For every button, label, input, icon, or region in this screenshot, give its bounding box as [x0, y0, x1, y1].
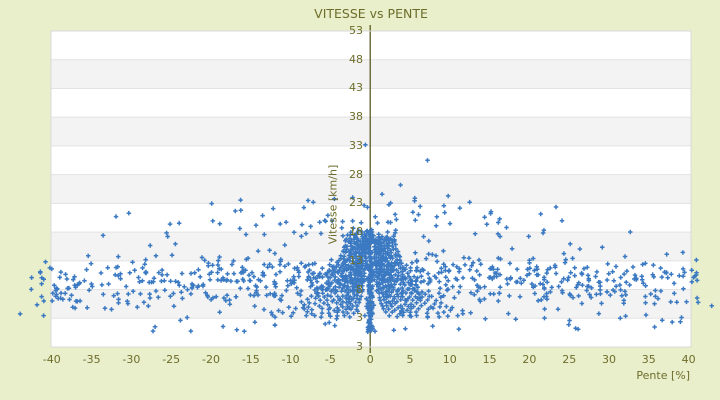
x-tick-label: -40: [42, 353, 61, 366]
y-tick-label: 48: [349, 52, 363, 66]
x-tick-label: -10: [281, 353, 300, 366]
x-tick-label: -15: [241, 353, 260, 366]
grid-band: [51, 59, 691, 89]
y-tick-label: 38: [349, 110, 363, 124]
x-tick-label: -35: [82, 353, 101, 366]
y-tick-label: 13: [349, 253, 363, 267]
x-tick-label: 15: [482, 353, 497, 366]
grid-band: [51, 174, 691, 204]
y-tick-label: 33: [349, 138, 363, 152]
y-tick-label: 23: [349, 196, 363, 210]
grid-band: [51, 31, 691, 60]
scatter-points: [17, 142, 714, 335]
grid-band: [51, 88, 691, 118]
x-tick-label: -20: [202, 353, 220, 366]
x-tick-label: 40: [681, 353, 696, 366]
y-tick-label: 3: [356, 340, 363, 353]
x-tick-label: 25: [562, 353, 577, 366]
plot-frame: [50, 30, 692, 348]
x-axis-title: Pente [%]: [636, 369, 690, 382]
grid-band: [51, 145, 691, 175]
y-tick-label: 53: [349, 24, 363, 37]
x-tick-label: -5: [324, 353, 336, 366]
y-tick-label: 3: [356, 311, 363, 325]
x-tick-label: -30: [122, 353, 141, 366]
y-tick-label: 28: [349, 167, 363, 181]
x-tick-label: 35: [641, 353, 656, 366]
x-tick-label: 0: [366, 353, 374, 366]
grid-band: [51, 117, 691, 146]
x-tick-label: 5: [406, 353, 414, 366]
chart-title: VITESSE vs PENTE: [314, 6, 428, 21]
y-tick-label: 8: [356, 282, 363, 296]
y-tick-label: 43: [349, 81, 363, 95]
x-tick-label: 10: [442, 353, 457, 366]
x-tick-label: 30: [602, 353, 616, 366]
x-tick-label: -25: [162, 353, 181, 366]
grid-band: [51, 203, 691, 233]
x-tick-label: 20: [522, 353, 537, 366]
y-axis-title: Vitesse [km/h]: [326, 164, 340, 245]
y-tick-label: 18: [349, 225, 363, 239]
